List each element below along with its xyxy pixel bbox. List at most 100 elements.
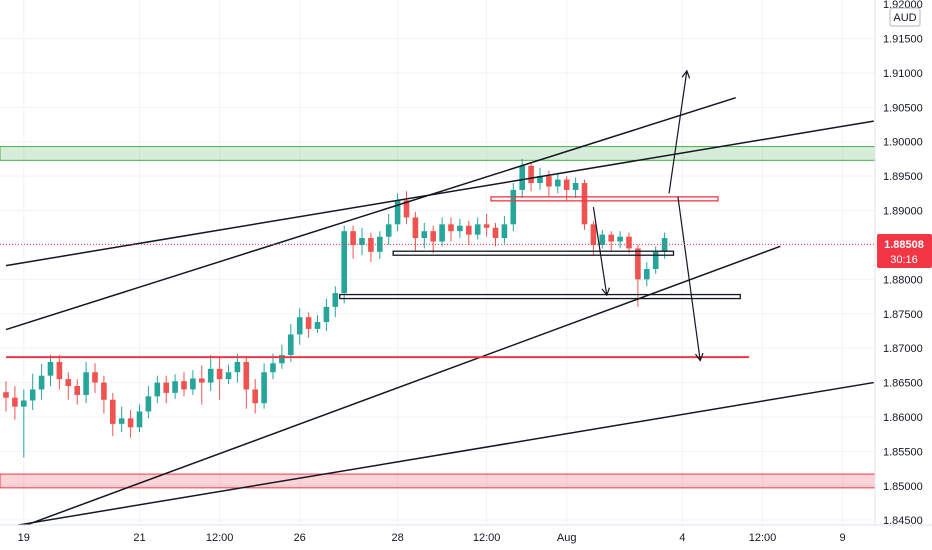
- candle-bull: [172, 381, 178, 393]
- candle-bull: [474, 224, 481, 235]
- y-tick-label: 1.87000: [883, 343, 923, 355]
- x-tick-label: 28: [391, 532, 403, 544]
- arrow-head: [694, 352, 704, 362]
- candle-bull: [118, 418, 125, 424]
- candle-bull: [572, 183, 579, 190]
- candle-bear: [483, 224, 490, 228]
- candle-bull: [555, 179, 561, 187]
- candle-bull: [599, 234, 606, 245]
- x-tick-label: Aug: [557, 532, 577, 544]
- bar-countdown-timer: 30:16: [890, 254, 918, 266]
- y-tick-label: 1.84500: [883, 515, 923, 527]
- candle-bull: [234, 361, 241, 373]
- candle-bull: [457, 225, 463, 232]
- y-tick-label: 1.91500: [883, 34, 923, 46]
- trendline: [5, 245, 781, 534]
- x-tick-label: 4: [679, 532, 685, 544]
- chart-drawings[interactable]: [5, 69, 874, 534]
- current-price-label: 1.88508: [884, 239, 924, 251]
- candle-bear: [528, 165, 534, 184]
- candle-bear: [412, 217, 419, 239]
- projection-arrow: [677, 196, 701, 361]
- y-tick-label: 1.90500: [883, 102, 923, 114]
- candle-bull: [617, 236, 623, 242]
- candle-bull: [519, 165, 525, 190]
- level-box: [339, 293, 741, 300]
- candle-bull: [145, 396, 152, 412]
- candle-bull: [341, 231, 347, 294]
- candle-bull: [190, 378, 196, 390]
- candle-bull: [421, 231, 428, 239]
- y-tick-label: 1.90000: [883, 137, 923, 149]
- candle-bull: [136, 411, 143, 428]
- candle-bear: [199, 378, 205, 383]
- candle-bear: [163, 382, 169, 393]
- y-tick-label: 1.91000: [883, 68, 923, 80]
- candle-bull: [296, 317, 303, 335]
- candle-bull: [661, 238, 668, 252]
- y-tick-label: 1.92000: [883, 0, 923, 11]
- candle-bull: [29, 389, 36, 401]
- candle-bull: [225, 372, 232, 380]
- candle-bull: [652, 251, 659, 270]
- candlestick-series: [3, 158, 668, 458]
- candle-bull: [261, 372, 267, 404]
- candle-bull: [270, 363, 276, 373]
- candle-bull: [83, 372, 89, 395]
- level-box: [392, 250, 675, 256]
- candle-bear: [216, 368, 223, 380]
- candle-bull: [644, 269, 650, 280]
- trendline: [5, 96, 737, 331]
- candle-bear: [626, 236, 632, 249]
- candle-bear: [368, 238, 374, 252]
- candle-bear: [305, 317, 312, 329]
- candle-bull: [323, 306, 330, 323]
- candle-bear: [110, 399, 116, 424]
- candle-bear: [448, 224, 454, 232]
- y-tick-label: 1.85500: [883, 446, 923, 458]
- y-tick-label: 1.89500: [883, 171, 923, 183]
- candle-bear: [581, 183, 588, 225]
- candle-bear: [74, 386, 80, 395]
- candle-bear: [56, 361, 63, 380]
- candle-bear: [65, 379, 72, 387]
- candle-bear: [92, 372, 98, 383]
- candle-bear: [466, 225, 472, 235]
- candle-bear: [635, 248, 641, 280]
- candle-bear: [546, 176, 552, 187]
- y-tick-label: 1.86000: [883, 412, 923, 424]
- candle-bear: [590, 224, 597, 245]
- y-tick-label: 1.88000: [883, 274, 923, 286]
- candle-bull: [359, 238, 365, 245]
- projection-arrow: [668, 70, 688, 194]
- candle-bear: [181, 381, 187, 390]
- candle-bull: [38, 375, 45, 390]
- candle-bear: [101, 382, 107, 400]
- candle-bull: [207, 368, 214, 383]
- candle-bear: [350, 231, 356, 245]
- candle-bear: [3, 392, 9, 398]
- trendline: [5, 381, 874, 528]
- trendline: [5, 120, 874, 267]
- zone-supply: [0, 146, 876, 161]
- currency-label: AUD: [893, 12, 916, 24]
- currency-badge[interactable]: AUD: [889, 7, 921, 27]
- candle-bull: [21, 400, 27, 407]
- price-zones: [0, 146, 876, 489]
- candle-bear: [403, 200, 410, 218]
- candle-bear: [563, 179, 570, 190]
- x-tick-label: 12:00: [206, 532, 234, 544]
- chart-gridlines: [0, 0, 875, 525]
- candle-bull: [279, 355, 285, 364]
- projection-arrow: [592, 207, 608, 296]
- x-tick-label: 19: [18, 532, 30, 544]
- y-tick-label: 1.85000: [883, 481, 923, 493]
- candle-bear: [252, 389, 258, 404]
- candle-bull: [47, 361, 54, 376]
- candle-bull: [314, 322, 321, 329]
- candle-bear: [492, 227, 499, 239]
- candle-bull: [385, 224, 392, 237]
- x-tick-label: 12:00: [473, 532, 501, 544]
- time-axis[interactable]: 19 21 12:00 26 28 12:00 Aug 4 12:00 9: [0, 524, 932, 550]
